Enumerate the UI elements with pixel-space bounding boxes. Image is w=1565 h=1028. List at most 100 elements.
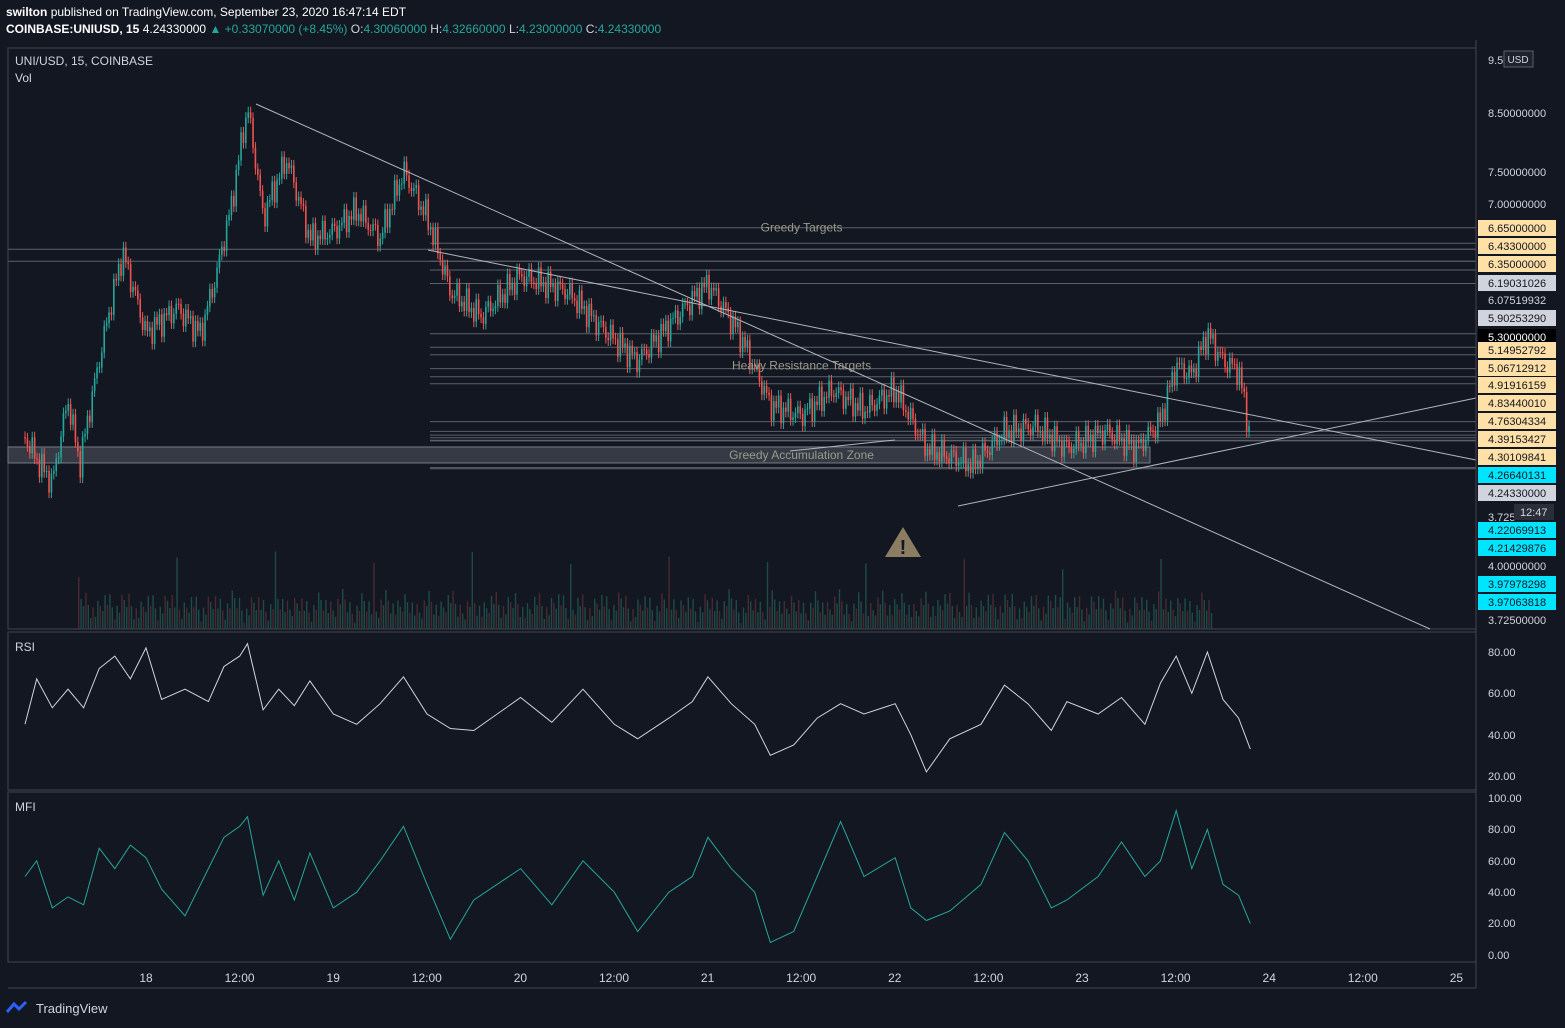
candle-body bbox=[962, 447, 965, 463]
candle-body bbox=[1037, 414, 1039, 432]
volume-bar bbox=[790, 595, 793, 629]
volume-bar bbox=[541, 606, 543, 629]
candle-body bbox=[1248, 426, 1250, 432]
candle-body bbox=[1149, 426, 1152, 431]
candle-body bbox=[739, 321, 742, 353]
candle-body bbox=[509, 274, 511, 290]
volume-bar bbox=[322, 610, 325, 629]
candle-body bbox=[38, 458, 41, 478]
volume-bar bbox=[1170, 600, 1172, 629]
chart-canvas[interactable]: UNI/USD, 15, COINBASE Vol RSI MFI Greedy Tar… bbox=[0, 0, 1565, 1000]
candle-body bbox=[974, 449, 977, 469]
candle-body bbox=[137, 290, 139, 300]
volume-bar bbox=[198, 609, 200, 629]
volume-bar bbox=[246, 608, 248, 629]
candle-body bbox=[74, 414, 77, 443]
volume-bar bbox=[834, 596, 836, 629]
tradingview-logo-icon[interactable] bbox=[6, 1000, 30, 1016]
candle-body bbox=[554, 284, 557, 301]
candle-body bbox=[129, 264, 132, 293]
candle-body bbox=[189, 316, 192, 319]
volume-bar bbox=[238, 597, 241, 629]
candle-body bbox=[890, 377, 893, 397]
candle-body bbox=[105, 322, 108, 326]
candle-body bbox=[1236, 363, 1238, 385]
volume-bar bbox=[219, 598, 221, 629]
volume-bar bbox=[848, 613, 850, 629]
candle-body bbox=[365, 205, 367, 223]
candle-body bbox=[492, 308, 494, 312]
candle-body bbox=[703, 282, 706, 288]
volume-bar bbox=[802, 602, 805, 629]
volume-bar bbox=[164, 595, 166, 629]
volume-bar bbox=[363, 601, 365, 629]
candle-body bbox=[437, 228, 439, 254]
time-axis-tick: 20 bbox=[514, 971, 528, 985]
price-label-box bbox=[1478, 540, 1556, 556]
volume-bar bbox=[1141, 597, 1143, 629]
candle-body bbox=[518, 269, 521, 275]
volume-bar bbox=[385, 590, 387, 629]
volume-bar bbox=[658, 611, 661, 629]
volume-bar bbox=[1023, 601, 1025, 629]
volume-bar bbox=[649, 597, 651, 629]
volume-bar bbox=[1189, 600, 1191, 629]
volume-bar bbox=[882, 590, 884, 629]
candle-body bbox=[199, 322, 202, 331]
candle-body bbox=[595, 315, 598, 336]
volume-bar bbox=[980, 600, 982, 629]
candle-body bbox=[77, 442, 79, 452]
volume-bar bbox=[1134, 597, 1136, 629]
volume-bar bbox=[867, 615, 869, 629]
volume-bar bbox=[272, 609, 274, 629]
candle-body bbox=[1137, 440, 1140, 444]
candle-body bbox=[230, 195, 233, 215]
price-label-box bbox=[1478, 275, 1556, 291]
candle-body bbox=[542, 282, 545, 287]
volume-bar bbox=[399, 606, 401, 629]
candle-body bbox=[825, 397, 828, 399]
candle-body bbox=[578, 290, 581, 314]
candle-body bbox=[146, 321, 149, 331]
candle-body bbox=[924, 428, 926, 456]
candle-body bbox=[1111, 432, 1114, 440]
volume-bar bbox=[342, 589, 344, 629]
volume-bar bbox=[709, 609, 711, 629]
candle-body bbox=[261, 190, 264, 209]
volume-bar bbox=[495, 592, 497, 629]
candle-body bbox=[67, 404, 70, 411]
volume-bar bbox=[435, 604, 437, 629]
candle-body bbox=[398, 184, 401, 196]
candle-body bbox=[1034, 414, 1037, 427]
volume-bar bbox=[358, 610, 361, 629]
candle-body bbox=[182, 313, 185, 327]
candle-body bbox=[465, 288, 468, 311]
volume-bar bbox=[558, 594, 560, 629]
candle-body bbox=[813, 401, 816, 422]
candle-body bbox=[511, 282, 514, 290]
candle-body bbox=[348, 216, 350, 233]
volume-bar bbox=[442, 607, 445, 629]
volume-bar bbox=[409, 612, 411, 629]
publish-date: published on TradingView.com, September … bbox=[50, 5, 407, 19]
candle-body bbox=[1097, 425, 1099, 434]
volume-bar bbox=[1201, 592, 1203, 629]
price-label: 6.65000000 bbox=[1488, 223, 1546, 235]
price-label: 4.30109841 bbox=[1488, 452, 1546, 464]
candle-body bbox=[852, 388, 854, 417]
volume-bar bbox=[726, 606, 728, 629]
footer-brand[interactable]: TradingView bbox=[36, 1000, 108, 1016]
candle-body bbox=[893, 377, 895, 403]
volume-bar bbox=[224, 619, 226, 629]
volume-bar bbox=[80, 599, 82, 629]
volume-bar bbox=[416, 603, 418, 629]
volume-bar bbox=[426, 606, 428, 629]
candle-body bbox=[960, 462, 962, 464]
volume-bar bbox=[430, 601, 433, 629]
volume-bar bbox=[332, 610, 334, 629]
publisher-name[interactable]: swilton bbox=[6, 5, 48, 19]
candle-body bbox=[1157, 412, 1159, 438]
candle-body bbox=[653, 334, 655, 342]
volume-bar bbox=[836, 603, 838, 629]
volume-bar bbox=[610, 619, 613, 629]
